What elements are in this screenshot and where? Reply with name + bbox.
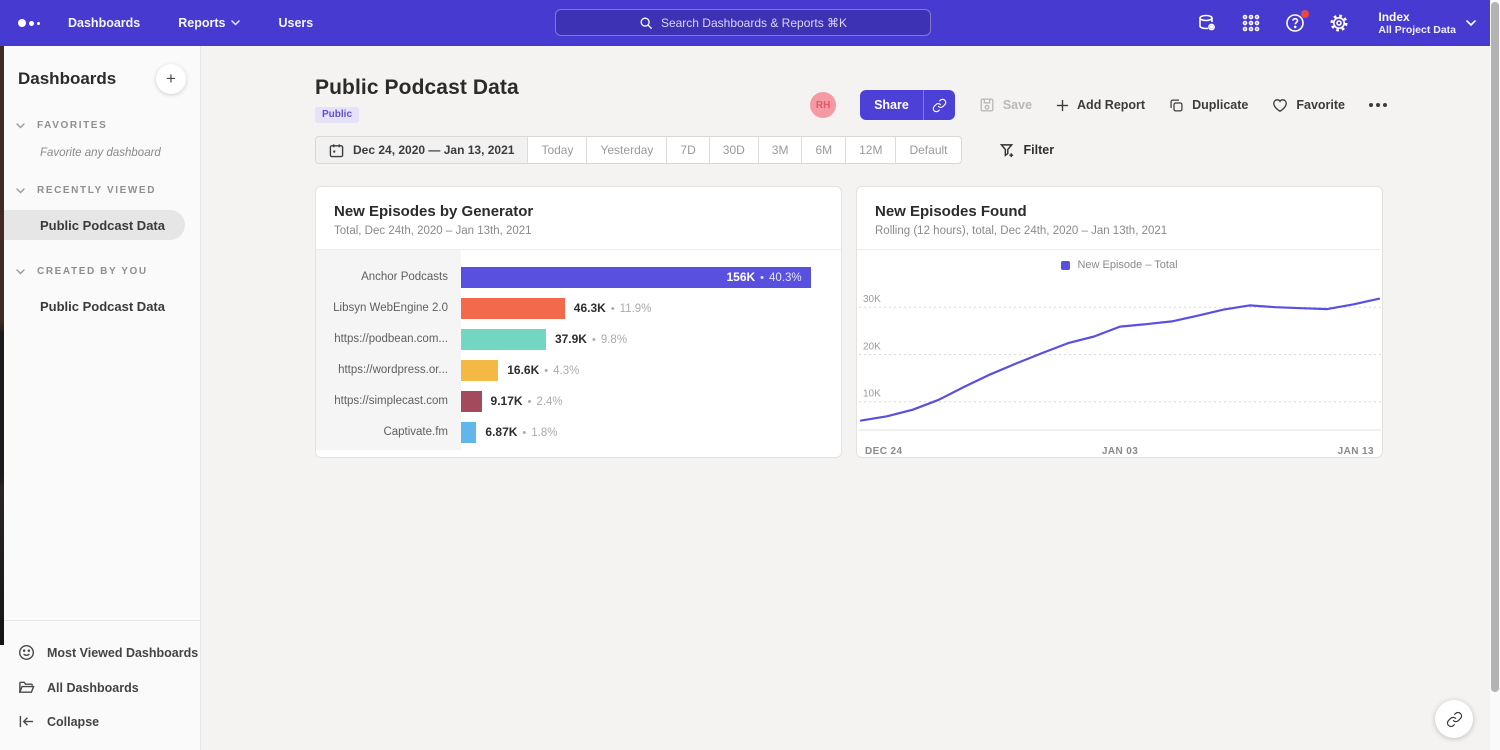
collapse-sidebar-button[interactable]: Collapse	[0, 705, 200, 738]
bar-libsyn[interactable]	[461, 298, 565, 319]
page-scrollbar[interactable]	[1490, 0, 1500, 750]
mixpanel-logo[interactable]	[18, 19, 40, 27]
chevron-down-icon	[231, 20, 240, 26]
preset-7d[interactable]: 7D	[667, 137, 709, 163]
data-management-icon[interactable]	[1196, 12, 1218, 34]
link-icon	[1446, 711, 1463, 728]
background-window-edge	[0, 46, 4, 645]
most-viewed-dashboards-button[interactable]: Most Viewed Dashboards	[0, 635, 200, 670]
x-axis-labels: DEC 24 JAN 03 JAN 13	[859, 442, 1380, 457]
link-icon	[932, 98, 947, 113]
preset-6m[interactable]: 6M	[802, 137, 846, 163]
bar-podbean[interactable]	[461, 329, 546, 350]
line-chart: New Episode – Total 10K 20K 30K DEC 24 JAN…	[857, 250, 1382, 457]
nav-item-dashboards[interactable]: Dashboards	[68, 16, 140, 30]
line-chart-card: New Episodes Found Rolling (12 hours), t…	[856, 186, 1383, 458]
filter-button[interactable]: Filter	[1000, 143, 1055, 158]
sidebar-item-public-podcast-data[interactable]: Public Podcast Data	[0, 210, 185, 240]
search-placeholder: Search Dashboards & Reports ⌘K	[661, 16, 847, 30]
add-report-button[interactable]: Add Report	[1056, 98, 1145, 112]
bar-chart-title: New Episodes by Generator	[334, 203, 823, 220]
bar-wordpress[interactable]	[461, 360, 498, 381]
bar-simplecast[interactable]	[461, 391, 482, 412]
bar-row[interactable]: Captivate.fm 6.87K•1.8%	[316, 417, 841, 447]
search-icon	[639, 16, 653, 30]
share-button[interactable]: Share	[860, 90, 923, 120]
main-content: Public Podcast Data Public RH Share Save…	[202, 46, 1490, 750]
preset-today[interactable]: Today	[528, 137, 587, 163]
smiley-icon	[18, 644, 35, 661]
add-dashboard-button[interactable]: +	[156, 64, 186, 94]
bar-anchor-podcasts[interactable]: 156K•40.3%	[461, 267, 811, 288]
svg-text:20K: 20K	[863, 342, 881, 353]
line-chart-subtitle: Rolling (12 hours), total, Dec 24th, 202…	[875, 225, 1364, 237]
favorites-empty-text: Favorite any dashboard	[0, 131, 200, 159]
duplicate-button[interactable]: Duplicate	[1169, 98, 1248, 113]
page-title: Public Podcast Data	[315, 76, 519, 100]
notification-badge	[1301, 10, 1309, 18]
bar-row[interactable]: Anchor Podcasts 156K•40.3%	[316, 262, 841, 292]
plus-icon	[1056, 99, 1069, 112]
settings-gear-icon[interactable]	[1328, 12, 1350, 34]
svg-text:30K: 30K	[863, 294, 881, 305]
share-split-button: Share	[860, 90, 955, 120]
bar-row[interactable]: Libsyn WebEngine 2.0 46.3K•11.9%	[316, 293, 841, 323]
preset-12m[interactable]: 12M	[846, 137, 896, 163]
filter-funnel-icon	[1000, 143, 1015, 158]
project-subtitle: All Project Data	[1378, 24, 1456, 37]
section-created-by-you[interactable]: CREATED BY YOU	[0, 266, 200, 277]
folder-icon	[18, 679, 35, 696]
section-favorites[interactable]: FAVORITES	[0, 120, 200, 131]
project-selector[interactable]: Index All Project Data	[1378, 10, 1476, 37]
duplicate-icon	[1169, 98, 1184, 113]
nav-item-reports[interactable]: Reports	[178, 16, 240, 30]
bar-row[interactable]: https://wordpress.or... 16.6K•4.3%	[316, 355, 841, 385]
heart-icon	[1272, 98, 1288, 113]
line-chart-title: New Episodes Found	[875, 203, 1364, 220]
section-recently-viewed[interactable]: RECENTLY VIEWED	[0, 185, 200, 196]
copy-link-button[interactable]	[923, 90, 955, 120]
collapse-icon	[18, 714, 35, 729]
preset-yesterday[interactable]: Yesterday	[587, 137, 667, 163]
favorite-button[interactable]: Favorite	[1272, 98, 1345, 113]
bar-chart: Anchor Podcasts 156K•40.3% Libsyn WebEng…	[316, 250, 841, 462]
all-dashboards-button[interactable]: All Dashboards	[0, 670, 200, 705]
preset-default[interactable]: Default	[896, 137, 960, 163]
chevron-down-icon	[16, 188, 25, 194]
save-button[interactable]: Save	[979, 97, 1032, 113]
public-badge: Public	[315, 107, 359, 123]
bar-chart-subtitle: Total, Dec 24th, 2020 – Jan 13th, 2021	[334, 225, 823, 237]
save-icon	[979, 97, 995, 113]
legend-swatch	[1061, 261, 1070, 270]
scrollbar-thumb[interactable]	[1491, 2, 1499, 692]
legend-label: New Episode – Total	[1077, 259, 1177, 271]
bar-chart-card: New Episodes by Generator Total, Dec 24t…	[315, 186, 842, 458]
nav-item-users[interactable]: Users	[278, 16, 313, 30]
preset-30d[interactable]: 30D	[710, 137, 759, 163]
bar-row[interactable]: https://simplecast.com 9.17K•2.4%	[316, 386, 841, 416]
top-nav: Dashboards Reports Users Search Dashboar…	[0, 0, 1500, 46]
calendar-icon	[329, 143, 344, 158]
avatar[interactable]: RH	[810, 92, 836, 118]
sidebar-item-public-podcast-data-created[interactable]: Public Podcast Data	[0, 291, 200, 321]
svg-text:10K: 10K	[863, 389, 881, 400]
bar-row[interactable]: https://podbean.com... 37.9K•9.8%	[316, 324, 841, 354]
help-icon[interactable]	[1284, 12, 1306, 34]
preset-3m[interactable]: 3M	[759, 137, 803, 163]
line-plot[interactable]: 10K 20K 30K	[859, 280, 1381, 442]
bar-captivate[interactable]	[461, 422, 476, 443]
apps-grid-icon[interactable]	[1240, 12, 1262, 34]
chevron-down-icon	[16, 269, 25, 275]
legend: New Episode – Total	[859, 250, 1380, 280]
copy-dashboard-link-button[interactable]	[1435, 700, 1473, 738]
sidebar-title: Dashboards	[18, 69, 116, 89]
chevron-down-icon	[16, 123, 25, 129]
more-options-button[interactable]	[1369, 103, 1387, 107]
date-range-segments: Dec 24, 2020 — Jan 13, 2021 Today Yester…	[315, 136, 962, 164]
sidebar: Dashboards + FAVORITES Favorite any dash…	[0, 46, 201, 750]
date-range-picker[interactable]: Dec 24, 2020 — Jan 13, 2021	[316, 137, 528, 163]
search-input[interactable]: Search Dashboards & Reports ⌘K	[555, 9, 931, 36]
chevron-down-icon	[1466, 20, 1476, 27]
project-name: Index	[1378, 10, 1456, 24]
